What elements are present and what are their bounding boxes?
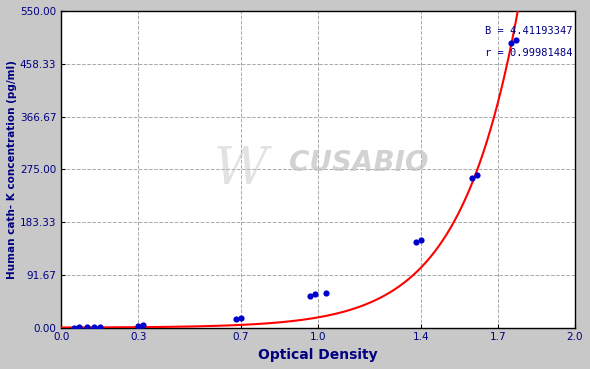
Text: B = 4.41193347: B = 4.41193347: [485, 26, 572, 36]
X-axis label: Optical Density: Optical Density: [258, 348, 378, 362]
Point: [95, 324, 104, 330]
Point: [74, 324, 84, 330]
Y-axis label: Human cath- K concentration (pg/ml): Human cath- K concentration (pg/ml): [7, 60, 17, 279]
Text: r = 0.99981484: r = 0.99981484: [485, 48, 572, 58]
Point: [133, 323, 143, 328]
Point: [473, 172, 482, 178]
Point: [69, 325, 78, 331]
Point: [306, 293, 315, 299]
Point: [231, 316, 241, 322]
Point: [411, 239, 420, 245]
Point: [139, 323, 148, 328]
Point: [321, 290, 330, 296]
Text: CUSABIO: CUSABIO: [289, 149, 429, 177]
Point: [311, 291, 320, 297]
Point: [467, 175, 477, 181]
Point: [82, 324, 91, 330]
Point: [90, 324, 99, 330]
Point: [236, 315, 245, 321]
Point: [416, 237, 425, 243]
Point: [511, 37, 520, 43]
Text: W: W: [214, 144, 268, 195]
Point: [506, 39, 515, 45]
